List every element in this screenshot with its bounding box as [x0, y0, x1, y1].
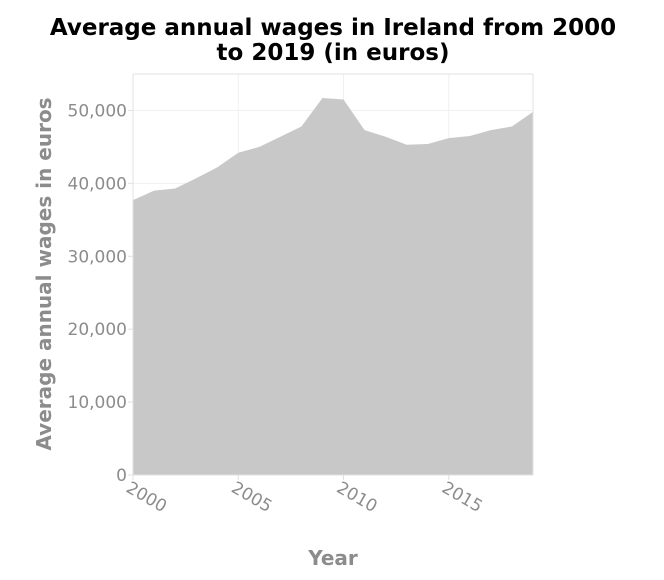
- chart-title-line-1: Average annual wages in Ireland from 200…: [50, 15, 616, 41]
- x-tick-label: 2005: [228, 478, 275, 517]
- y-axis-ticks: 0 10,000 20,000 30,000 40,000 50,000: [68, 101, 133, 486]
- area-fill: [133, 98, 533, 475]
- x-tick-label: 2000: [123, 478, 170, 517]
- y-tick-label: 10,000: [68, 393, 127, 413]
- x-tick-label: 2015: [438, 478, 485, 517]
- area-series: [133, 98, 533, 475]
- x-axis-label: Year: [307, 546, 358, 570]
- chart-title: Average annual wages in Ireland from 200…: [50, 15, 616, 66]
- y-axis-label: Average annual wages in euros: [32, 97, 56, 450]
- axes: [132, 73, 534, 476]
- chart-title-line-2: to 2019 (in euros): [217, 40, 450, 66]
- y-tick-label: 20,000: [68, 320, 127, 340]
- y-tick-label: 0: [116, 466, 127, 486]
- x-axis-ticks: 2000 2005 2010 2015: [123, 475, 486, 517]
- y-tick-label: 50,000: [68, 101, 127, 121]
- x-tick-label: 2010: [333, 478, 380, 517]
- y-tick-label: 30,000: [68, 247, 127, 267]
- y-tick-label: 40,000: [68, 174, 127, 194]
